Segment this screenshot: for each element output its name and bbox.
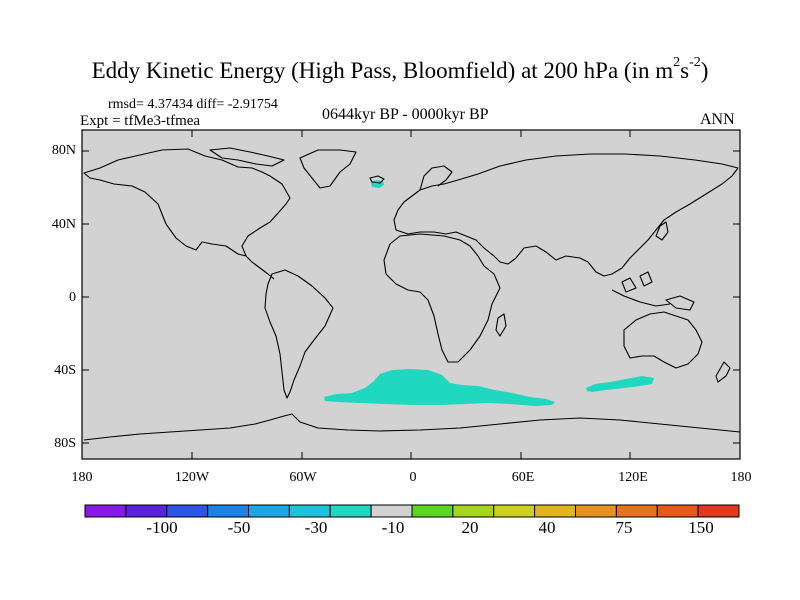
coast-australia: [623, 311, 703, 369]
coast-japan: [655, 221, 669, 241]
y-tick-label: 40N: [51, 217, 76, 232]
experiment-label: Expt = tfMe3-tfmea: [80, 113, 201, 129]
coast-madagascar: [495, 313, 507, 337]
coast-south-america: [264, 269, 334, 399]
x-tick-label: 60W: [289, 470, 317, 485]
chart-title: Eddy Kinetic Energy (High Pass, Bloomfie…: [0, 55, 800, 84]
coast-southeast-asia-islands: [611, 271, 671, 307]
x-tick-label: 180: [730, 470, 752, 485]
x-tick-label: 120W: [174, 470, 210, 485]
y-tick-label: 0: [69, 290, 76, 305]
coast-scandinavia: [419, 165, 453, 191]
coast-greenland: [299, 149, 357, 189]
colorbar-box: [656, 504, 699, 518]
colorbar-box: [697, 504, 740, 518]
y-tick-label: 80S: [54, 436, 76, 451]
anomaly-region-south-indian-east: [586, 376, 654, 392]
colorbar-label: 40: [538, 518, 556, 537]
colorbar-label: -50: [227, 518, 251, 537]
colorbar-box: [370, 504, 413, 518]
colorbar-box: [615, 504, 658, 518]
colorbar-label: 150: [688, 518, 714, 537]
colorbar-box: [452, 504, 495, 518]
x-tick-label: 0: [409, 470, 417, 485]
tick-marks: [82, 130, 740, 459]
colorbar-label: -30: [304, 518, 328, 537]
colorbar-label: 20: [461, 518, 479, 537]
colorbar-label: -10: [381, 518, 405, 537]
colorbar-box: [166, 504, 209, 518]
map-panel: [81, 129, 741, 460]
stats-text: rmsd= 4.37434 diff= -2.91754: [108, 97, 278, 112]
y-tick-label: 40S: [54, 363, 76, 378]
colorbar-box: [493, 504, 536, 518]
colorbar-box: [84, 504, 127, 518]
coast-new-guinea: [665, 295, 695, 311]
season-label: ANN: [700, 111, 735, 128]
colorbar-box: [329, 504, 372, 518]
coast-iceland: [369, 175, 385, 184]
coast-africa: [383, 233, 501, 363]
colorbar-label: -100: [146, 518, 178, 537]
title-sup-2: -2: [689, 55, 701, 71]
coast-central-america: [245, 255, 275, 280]
y-tick-label: 80N: [51, 143, 76, 158]
x-tick-label: 60E: [511, 470, 535, 485]
colorbar-box: [125, 504, 168, 518]
colorbar: [84, 504, 740, 518]
coastlines: [83, 147, 741, 441]
anomaly-region-south-atlantic-indian: [324, 369, 555, 406]
colorbar-box: [575, 504, 617, 518]
coast-eurasia: [393, 153, 739, 277]
coast-antarctica: [83, 413, 741, 441]
colorbar-box: [207, 504, 250, 518]
colorbar-box: [534, 504, 577, 518]
title-sup-1: 2: [673, 55, 681, 71]
period-label: 0644kyr BP - 0000kyr BP: [322, 106, 489, 123]
title-mid: s: [680, 58, 690, 83]
title-main: Eddy Kinetic Energy (High Pass, Bloomfie…: [91, 58, 674, 83]
map-background: [82, 130, 740, 459]
x-tick-label: 120E: [618, 470, 648, 485]
colorbar-box: [248, 504, 290, 518]
coast-arctic-islands: [209, 147, 285, 167]
colorbar-label: 75: [615, 518, 633, 537]
coast-new-zealand: [715, 361, 731, 383]
x-tick-label: 180: [71, 470, 93, 485]
colorbar-box: [288, 504, 331, 518]
coast-north-america: [83, 148, 291, 257]
colorbar-box: [411, 504, 454, 518]
title-end: ): [700, 58, 709, 83]
